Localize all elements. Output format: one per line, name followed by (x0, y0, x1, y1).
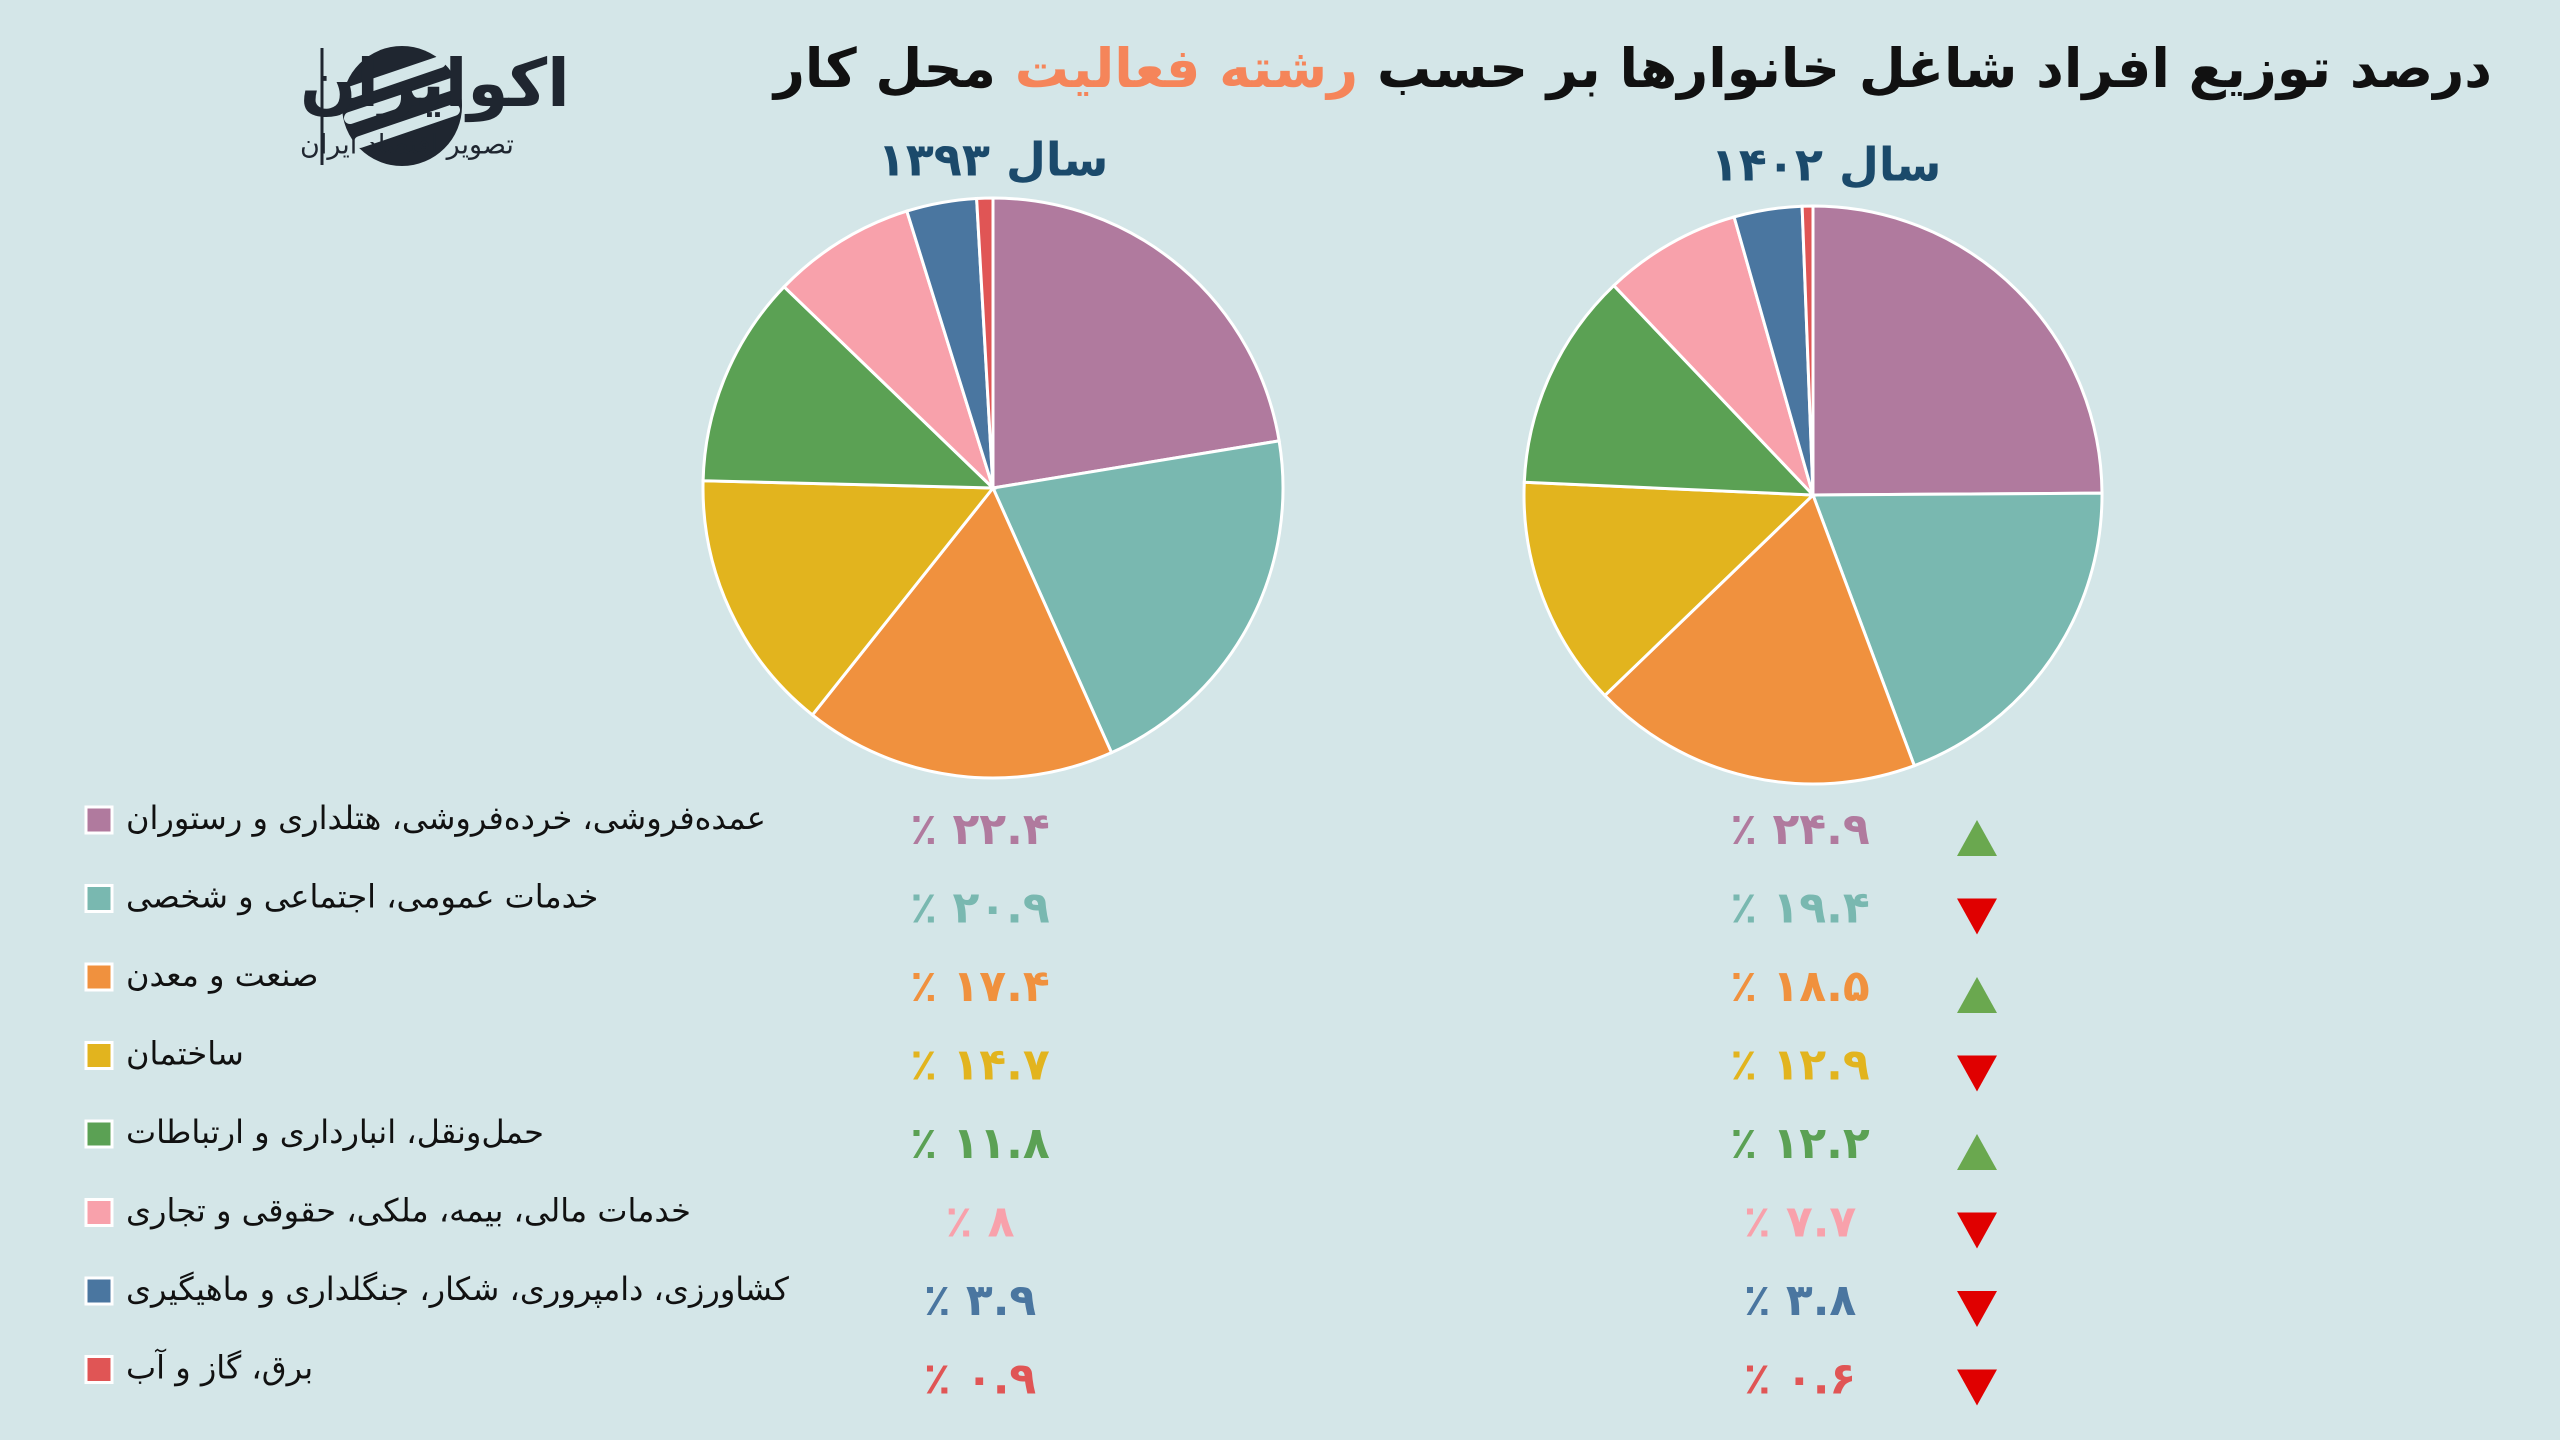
title-part: محل کار (771, 37, 996, 100)
legend-swatch (84, 805, 114, 835)
value-label: ٪ ۲۲.۴ (910, 804, 1049, 855)
value-label: ٪ ۲۴.۹ (1730, 804, 1869, 855)
down-arrow (1957, 1212, 1997, 1249)
pie-slice (810, 485, 1114, 780)
series-title: سال ۱۳۹۳ (878, 133, 1109, 187)
legend-label: کشاورزی، دامپروری، شکار، جنگلداری و ماهی… (126, 1270, 790, 1308)
value-label: ٪ ۱۲.۲ (1730, 1118, 1870, 1169)
pie-slice (991, 196, 1281, 490)
value-label: ٪ ۱۷.۴ (910, 961, 1049, 1012)
pie-slice (1602, 492, 1917, 786)
legend-label: خدمات مالی، بیمه، ملکی، حقوقی و تجاری (126, 1192, 691, 1230)
value-label: ٪ ۰.۶ (1744, 1354, 1857, 1405)
value-label: ٪ ۰.۹ (924, 1354, 1037, 1405)
pie-slice (781, 209, 995, 490)
legend-label: خدمات عمومی، اجتماعی و شخصی (126, 878, 598, 916)
down-arrow (1957, 1291, 1997, 1327)
pie-slice (975, 196, 995, 489)
pie-slice (1522, 480, 1817, 698)
pie-slice (1810, 491, 2104, 768)
down-arrow (1957, 898, 1997, 935)
legend-label: ساختمان (126, 1035, 244, 1073)
value-label: ٪ ۱۴.۷ (910, 1040, 1050, 1091)
logo-icon (320, 46, 462, 166)
pie-slice (1522, 283, 1817, 497)
value-label: ٪ ۱۲.۹ (1730, 1040, 1869, 1091)
legend-label: برق، گاز و آب (126, 1348, 313, 1387)
legend-swatch (84, 884, 114, 913)
chart-title: درصد توزیع افراد شاغل خانوارها بر حسب رش… (771, 37, 2492, 100)
value-label: ٪ ۳.۸ (1744, 1275, 1857, 1326)
value-label: ٪ ۲۰.۹ (910, 883, 1049, 934)
pie-slice (990, 439, 1285, 755)
pie-slice (1611, 215, 1815, 497)
down-arrow (1957, 1369, 1997, 1406)
logo-tagline: تصویر اقتصاد ایران (300, 130, 514, 161)
legend-swatch (84, 1119, 114, 1149)
value-label: ٪ ۱۹.۴ (1730, 883, 1869, 934)
legend-label: صنعت و معدن (126, 956, 318, 994)
series-title: سال ۱۴۰۲ (1711, 138, 1942, 192)
title-part: درصد توزیع افراد شاغل خانوارها بر حسب (1358, 37, 2492, 100)
legend-swatch (84, 1355, 114, 1384)
up-arrow (1957, 977, 1997, 1013)
legend-swatch (84, 1198, 114, 1227)
logo-name: اکوایران (300, 45, 570, 123)
down-arrow (1957, 1055, 1997, 1092)
value-label: ٪ ۷.۷ (1744, 1197, 1857, 1248)
pie-slice (701, 284, 997, 490)
legend-label: حمل‌ونقل، انبارداری و ارتباطات (126, 1113, 544, 1151)
up-arrow (1957, 820, 1997, 856)
pie-slice (1811, 204, 2104, 497)
pie-slice (701, 479, 997, 718)
value-label: ٪ ۳.۹ (924, 1275, 1037, 1326)
value-label: ٪ ۸ (945, 1197, 1014, 1248)
legend-swatch (84, 1041, 114, 1070)
legend-label: عمده‌فروشی، خرده‌فروشی، هتلداری و رستورا… (126, 799, 766, 837)
up-arrow (1957, 1134, 1997, 1170)
pie-slice (1800, 204, 1815, 496)
legend-swatch (84, 1276, 114, 1306)
value-label: ٪ ۱۸.۵ (1730, 961, 1869, 1012)
title-part: رشته فعالیت (996, 37, 1358, 100)
legend-swatch (84, 962, 114, 992)
value-label: ٪ ۱۱.۸ (910, 1118, 1050, 1169)
